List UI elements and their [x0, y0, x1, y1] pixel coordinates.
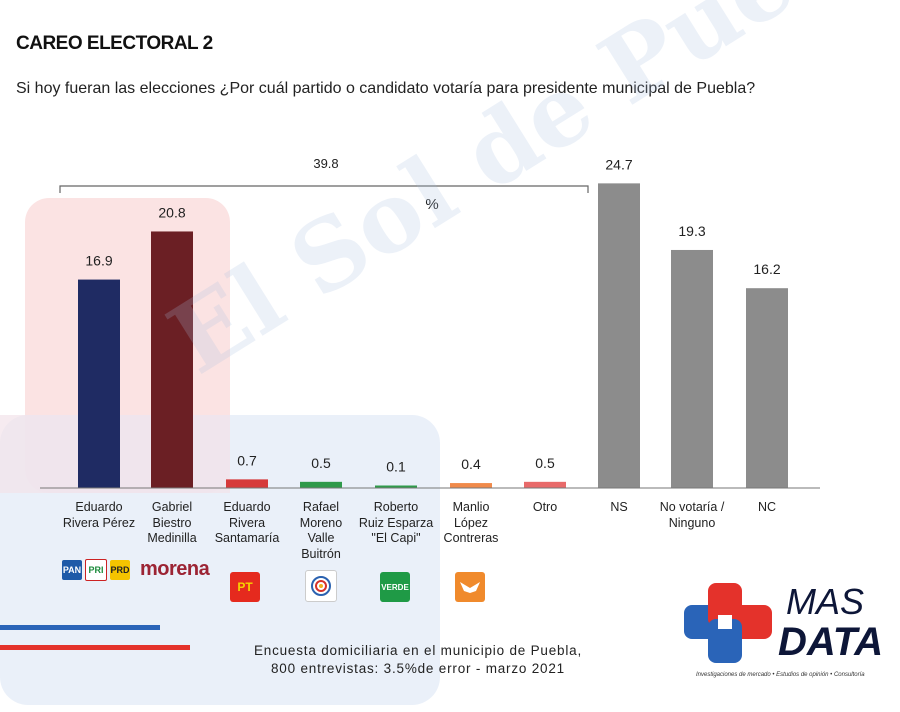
category-label-8: NS: [610, 500, 628, 514]
pri-logo: PRI: [85, 559, 107, 581]
coalition-logos: PAN PRI PRD: [62, 559, 130, 581]
category-label-2: Gabriel Biestro Medinilla: [147, 500, 197, 545]
pan-logo: PAN: [62, 560, 82, 580]
mc-logo: [455, 572, 485, 602]
bar-value-label-5: 0.1: [386, 459, 406, 475]
bracket-label: 39.8: [313, 156, 338, 171]
psi-logo: [305, 570, 337, 602]
psi-emblem-icon: [311, 576, 331, 596]
bar-value-label-9: 19.3: [678, 223, 705, 239]
category-label-7: Otro: [532, 500, 558, 514]
bracket-line: [59, 185, 589, 193]
bar-1: [78, 279, 120, 488]
bar-2: [151, 231, 193, 488]
survey-note: Encuesta domiciliaria en el municipio de…: [218, 642, 618, 678]
bar-value-label-8: 24.7: [605, 156, 632, 172]
bar-value-label-6: 0.4: [461, 456, 481, 472]
bar-4: [300, 481, 342, 488]
bar-8: [598, 183, 640, 488]
bar-3: [226, 479, 268, 488]
category-label-3: Eduardo Rivera Santamaría: [214, 500, 280, 545]
bar-value-label-3: 0.7: [237, 452, 257, 468]
decor-stripe-blue: [0, 625, 160, 630]
bar-9: [671, 249, 713, 488]
bar-7: [524, 481, 566, 488]
bar-value-label-10: 16.2: [753, 261, 780, 277]
brand-cross-icon: [684, 583, 772, 663]
chart-title: CAREO ELECTORAL 2: [16, 33, 213, 54]
bar-6: [450, 483, 492, 488]
category-label-1: Eduardo Rivera Pérez: [62, 500, 136, 530]
decor-stripe-red: [0, 645, 190, 650]
bar-value-label-4: 0.5: [311, 455, 331, 471]
brand-name-top: MAS: [786, 581, 865, 622]
brand-name-bottom: DATA: [778, 620, 884, 664]
pt-logo: PT: [230, 572, 260, 602]
survey-question: Si hoy fueran las elecciones ¿Por cuál p…: [16, 80, 756, 97]
eagle-icon: [460, 582, 480, 593]
category-label-9: No votaría / Ninguno: [659, 500, 725, 530]
bar-10: [746, 288, 788, 488]
category-label-4: Rafael Moreno Valle Buitrón: [299, 500, 343, 561]
category-label-6: Manlio López Contreras: [443, 500, 499, 545]
bar-value-label-1: 16.9: [85, 253, 112, 269]
brand-tagline: Investigaciones de mercado • Estudios de…: [696, 672, 865, 678]
category-label-10: NC: [757, 500, 777, 514]
verde-logo: VERDE: [380, 572, 410, 602]
unit-label: %: [425, 196, 438, 213]
bar-value-label-7: 0.5: [535, 455, 555, 471]
category-label-5: Roberto Ruiz Esparza "El Capi": [358, 500, 434, 545]
survey-note-line1: Encuesta domiciliaria en el municipio de…: [253, 643, 583, 658]
prd-logo: PRD: [110, 560, 130, 580]
bar-value-label-2: 20.8: [158, 204, 185, 220]
morena-logo: morena: [140, 558, 210, 580]
bar-5: [375, 485, 417, 488]
survey-note-line2: 800 entrevistas: 3.5%de error - marzo 20…: [271, 661, 565, 676]
